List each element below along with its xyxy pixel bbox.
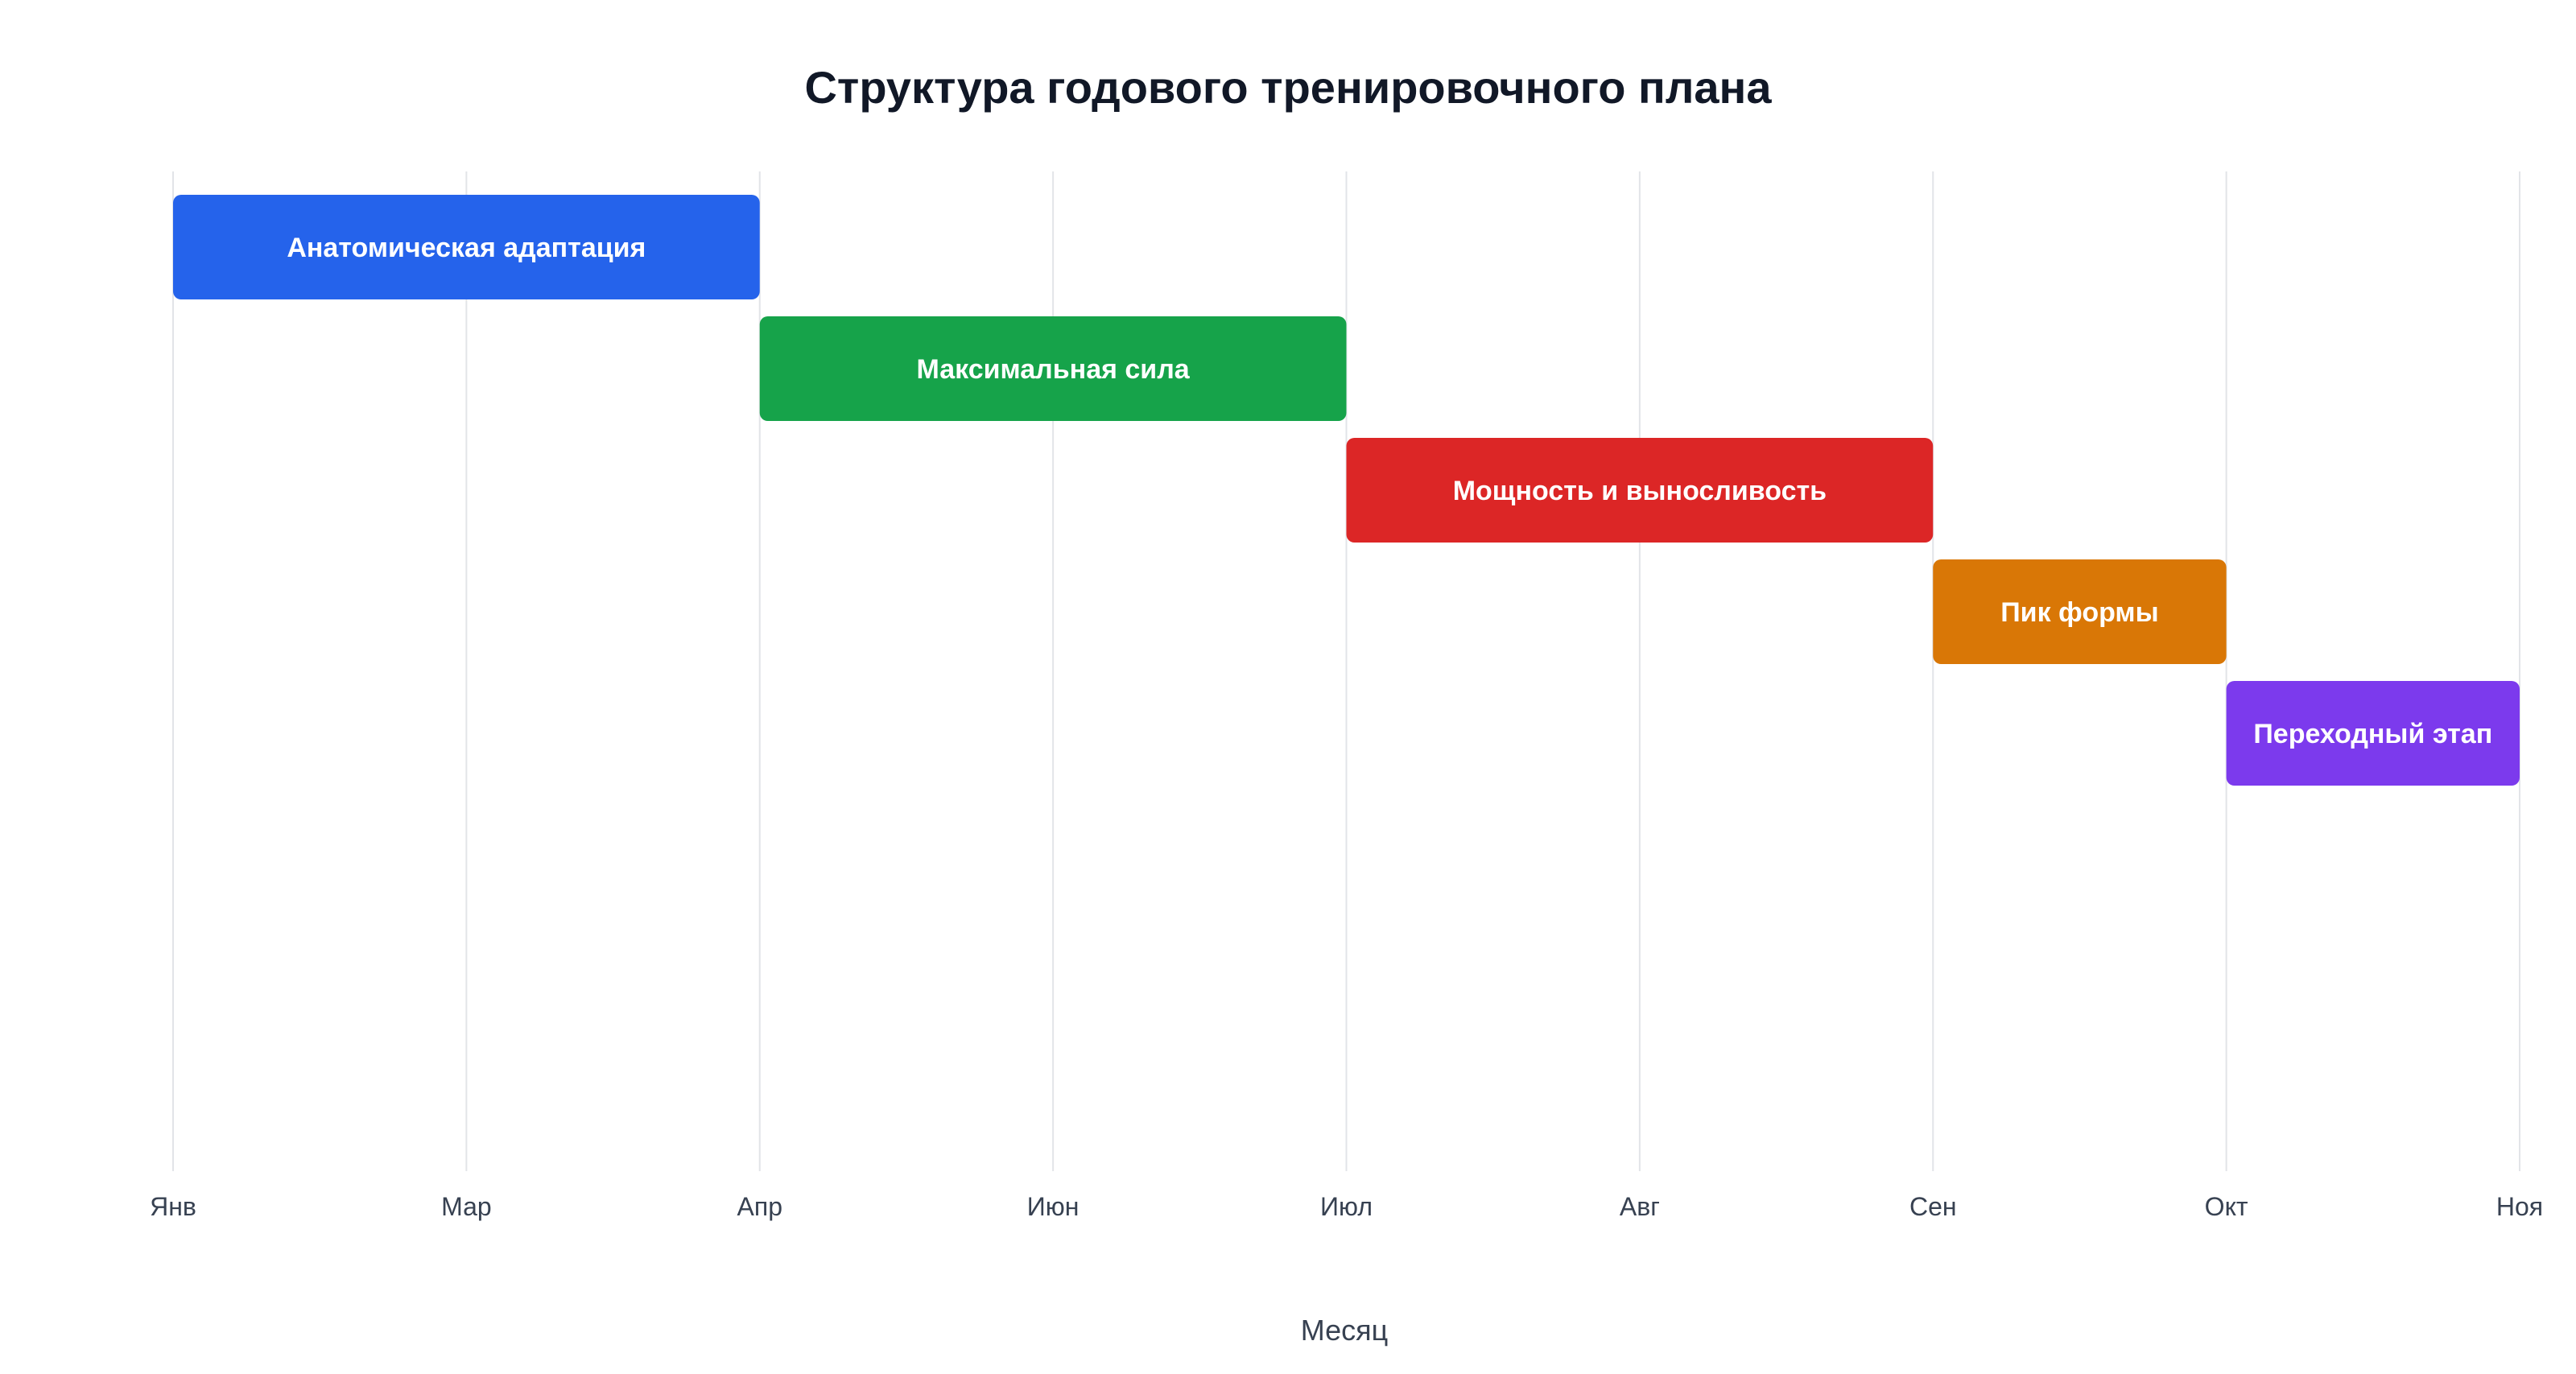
gantt-bar-label: Пик формы bbox=[2000, 597, 2158, 628]
gantt-bar: Пик формы bbox=[1933, 559, 2227, 664]
gantt-bar-label: Мощность и выносливость bbox=[1453, 476, 1827, 506]
x-tick-label: Янв bbox=[150, 1192, 196, 1221]
gantt-bar-rect bbox=[1346, 438, 1934, 543]
x-tick-label: Июн bbox=[1027, 1192, 1080, 1221]
gantt-bar-label: Переходный этап bbox=[2253, 719, 2492, 749]
x-tick-label: Ноя bbox=[2496, 1192, 2543, 1221]
gantt-bar: Переходный этап bbox=[2226, 681, 2520, 786]
x-tick-label: Окт bbox=[2205, 1192, 2248, 1221]
gantt-bar-rect bbox=[1933, 559, 2227, 664]
gantt-bar-label: Анатомическая адаптация bbox=[287, 233, 646, 263]
x-tick-label: Июл bbox=[1320, 1192, 1373, 1221]
gantt-bar-rect bbox=[2226, 681, 2520, 786]
bars: Анатомическая адаптация Максимальная сила… bbox=[173, 195, 2520, 786]
chart-title: Структура годового тренировочного плана bbox=[804, 62, 1772, 113]
x-axis-title: Месяц bbox=[1301, 1314, 1389, 1347]
gantt-bar: Мощность и выносливость bbox=[1346, 438, 1934, 543]
x-axis-ticks: Янв Мар Апр Июн Июл Авг Сен Окт Ноя bbox=[150, 1192, 2543, 1221]
x-tick-label: Мар bbox=[441, 1192, 492, 1221]
gantt-bar-rect bbox=[173, 195, 760, 299]
x-tick-label: Апр bbox=[737, 1192, 782, 1221]
grid bbox=[172, 171, 2520, 1171]
x-tick-label: Сен bbox=[1909, 1192, 1957, 1221]
gantt-bar-label: Максимальная сила bbox=[917, 354, 1191, 385]
gantt-bar: Анатомическая адаптация bbox=[173, 195, 760, 299]
gantt-bar-rect bbox=[759, 316, 1347, 421]
x-tick-label: Авг bbox=[1620, 1192, 1660, 1221]
gantt-bar: Максимальная сила bbox=[759, 316, 1347, 421]
